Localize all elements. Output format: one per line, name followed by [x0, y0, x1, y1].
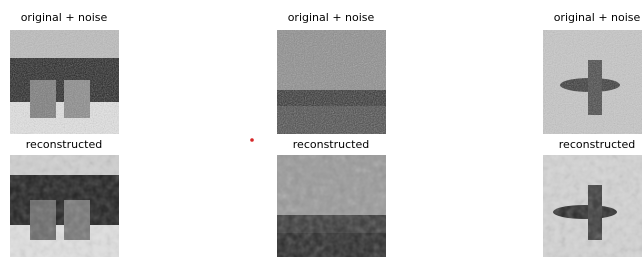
dot — [250, 138, 254, 142]
panel-title: reconstructed — [559, 138, 635, 151]
image — [10, 30, 119, 134]
panel-title: original + noise — [288, 11, 375, 24]
panel-title: reconstructed — [293, 138, 369, 151]
figure: original + noise original + noise origin… — [0, 0, 642, 257]
image — [277, 155, 386, 257]
image — [277, 30, 386, 134]
panel-title: reconstructed — [26, 138, 102, 151]
panel-title: original + noise — [21, 11, 108, 24]
panel-title: original + noise — [554, 11, 641, 24]
image — [543, 155, 642, 257]
image — [543, 30, 642, 134]
image — [10, 155, 119, 257]
